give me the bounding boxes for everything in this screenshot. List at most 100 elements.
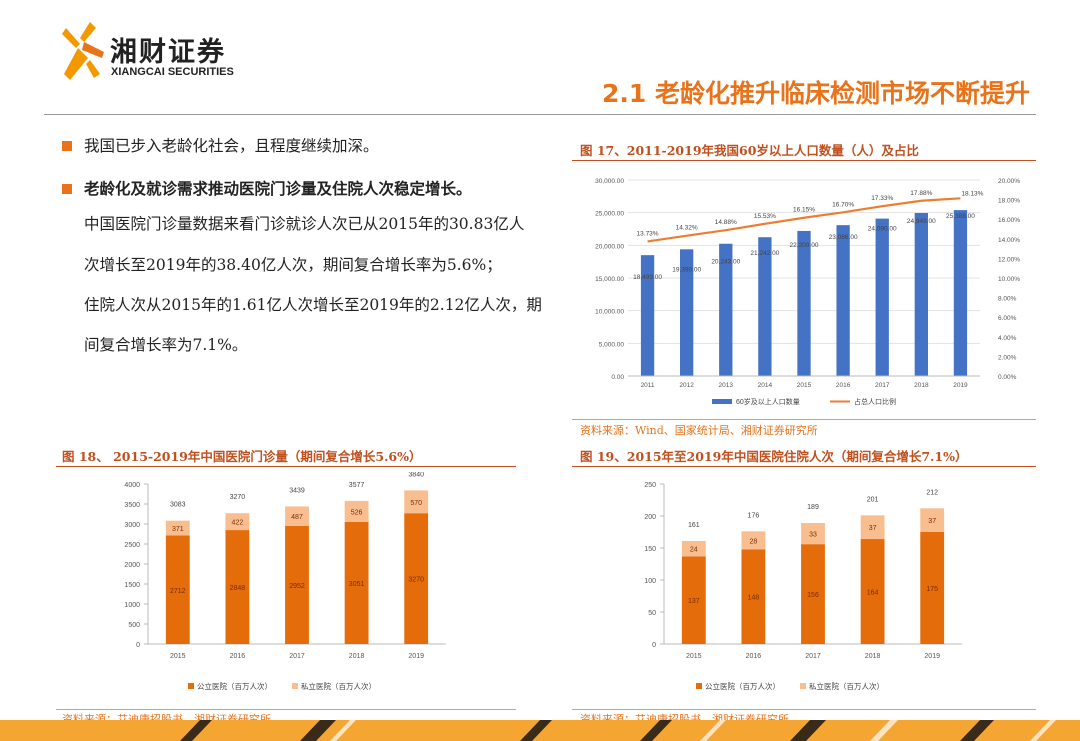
y-left-tick-label: 25,000.00 — [595, 211, 624, 218]
bar-data-label: 2848 — [230, 585, 246, 592]
y-tick-label: 2000 — [124, 562, 140, 569]
y-right-tick-label: 20.00% — [998, 178, 1020, 185]
total-label: 189 — [807, 504, 819, 511]
line-data-label: 14.88% — [715, 219, 737, 226]
bar-private — [165, 520, 190, 536]
bullet-text-2: 老龄化及就诊需求推动医院门诊量及住院人次稳定增长。 — [84, 179, 472, 198]
bar-data-label: 21,242.00 — [750, 250, 779, 257]
bar — [758, 237, 772, 376]
bar-data-label: 25,388.00 — [946, 213, 975, 220]
x-tick-label: 2019 — [408, 653, 424, 660]
figure-caption-rule — [572, 160, 1036, 161]
x-tick-label: 2019 — [953, 382, 968, 389]
legend-label: 占总人口比例 — [854, 397, 896, 406]
y-left-tick-label: 5,000.00 — [599, 341, 625, 348]
bar-private — [225, 513, 250, 531]
bar-private — [681, 540, 706, 557]
legend-swatch — [800, 683, 806, 689]
bar-data-label: 148 — [748, 595, 760, 602]
y-right-tick-label: 12.00% — [998, 256, 1020, 263]
total-label: 3439 — [289, 487, 305, 494]
y-right-tick-label: 2.00% — [998, 354, 1017, 361]
bar-private — [920, 508, 945, 532]
bar-data-label: 24 — [690, 547, 698, 554]
chart-fig19: 0 50 100 150 200 250 137 24 161 2015 148 28 176 2016 1… — [644, 482, 962, 691]
figure-source-rule — [56, 709, 516, 710]
total-label: 3270 — [230, 494, 246, 501]
y-right-tick-label: 4.00% — [998, 335, 1017, 342]
paragraph-line: 间复合增长率为7.1%。 — [84, 336, 248, 354]
bar-data-label: 33 — [809, 532, 817, 539]
y-tick-label: 0 — [136, 642, 140, 649]
figure-caption-rule — [572, 466, 1036, 467]
paragraph-line: 次增长至2019年的38.40亿人次，期间复合增长率为5.6%； — [84, 256, 502, 274]
bar-data-label: 487 — [291, 514, 303, 521]
line-data-label: 16.70% — [832, 201, 854, 208]
bar — [836, 225, 850, 376]
series-line — [647, 197, 961, 243]
line-data-label: 13.73% — [637, 230, 659, 237]
bar — [797, 230, 811, 376]
logo-text-cn: 湘财证券 — [110, 37, 226, 68]
line-data-label: 14.32% — [676, 225, 698, 232]
bar-data-label: 18,499.00 — [633, 274, 662, 281]
total-label: 3577 — [349, 482, 365, 489]
bar-data-label: 23,086.00 — [829, 234, 858, 241]
bar-data-label: 28 — [750, 538, 758, 545]
y-tick-label: 100 — [644, 578, 656, 585]
page-title: 2.1 老龄化推升临床检测市场不断提升 — [602, 79, 1030, 108]
bar-public — [285, 525, 309, 644]
y-left-tick-label: 20,000.00 — [595, 243, 624, 250]
bar — [875, 218, 889, 376]
bar-public — [741, 549, 766, 644]
bar-private — [404, 490, 429, 514]
bar-public — [225, 530, 250, 644]
logo-mark-icon — [62, 22, 104, 80]
legend-label: 公立医院（百万人次） — [705, 681, 780, 691]
line-data-label: 17.88% — [910, 190, 932, 197]
y-tick-label: 1000 — [124, 602, 140, 609]
line-data-label: 15.53% — [754, 213, 776, 220]
legend-swatch — [696, 683, 702, 689]
bar-data-label: 3051 — [349, 581, 365, 588]
bar-data-label: 137 — [688, 598, 700, 605]
bar — [680, 249, 694, 376]
y-right-tick-label: 0.00% — [998, 374, 1017, 381]
y-tick-label: 0 — [652, 642, 656, 649]
paragraph-line: 住院人次从2015年的1.61亿人次增长至2019年的2.12亿人次，期 — [84, 296, 542, 314]
figure-caption-18: 图 18、 2015-2019年中国医院门诊量（期间复合增长5.6%） — [62, 449, 422, 464]
y-left-tick-label: 15,000.00 — [595, 276, 624, 283]
bar-public — [344, 521, 369, 644]
line-data-label: 16.15% — [793, 207, 815, 214]
logo-text-en: XIANGCAI SECURITIES — [111, 66, 234, 78]
total-label: 176 — [748, 512, 760, 519]
y-tick-label: 50 — [648, 610, 656, 617]
legend-label: 公立医院（百万人次） — [197, 681, 272, 691]
x-tick-label: 2015 — [170, 653, 186, 660]
y-left-tick-label: 10,000.00 — [595, 309, 624, 316]
bar-public — [860, 539, 885, 644]
legend-label: 私立医院（百万人次） — [809, 681, 884, 691]
bar-data-label: 37 — [869, 525, 877, 532]
bar-data-label: 22,200.00 — [790, 242, 819, 249]
x-tick-label: 2015 — [686, 653, 702, 660]
bar-public — [404, 513, 429, 644]
header-divider — [44, 114, 1036, 115]
x-tick-label: 2012 — [679, 382, 694, 389]
bar-data-label: 371 — [172, 526, 184, 533]
bar-private — [285, 506, 309, 526]
y-right-tick-label: 8.00% — [998, 296, 1017, 303]
bar-public — [681, 556, 706, 644]
y-right-tick-label: 10.00% — [998, 276, 1020, 283]
x-tick-label: 2011 — [641, 382, 655, 389]
bar-data-label: 3270 — [408, 577, 424, 584]
figure-caption-19: 图 19、2015年至2019年中国医院住院人次（期间复合增长7.1%） — [580, 449, 968, 464]
bar-private — [741, 531, 766, 550]
line-data-label: 17.33% — [871, 195, 893, 202]
bar-data-label: 20,243.00 — [711, 259, 740, 266]
y-left-tick-label: 0.00 — [611, 374, 624, 381]
bar-data-label: 24,090.00 — [868, 226, 897, 233]
x-tick-label: 2013 — [719, 382, 734, 389]
y-left-tick-label: 30,000.00 — [595, 178, 624, 185]
x-tick-label: 2018 — [914, 382, 929, 389]
